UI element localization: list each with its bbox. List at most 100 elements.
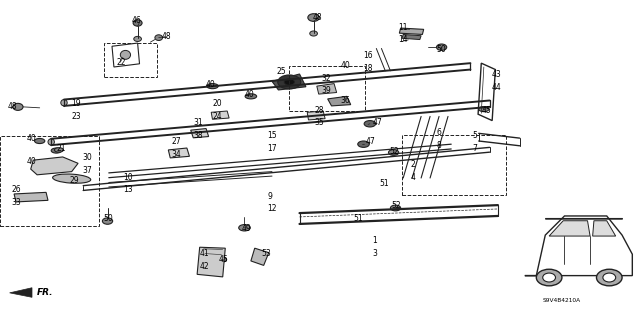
Bar [0,136,99,226]
Text: 33: 33 [12,198,21,207]
Text: 50: 50 [436,45,446,54]
Text: 34: 34 [172,150,181,159]
Ellipse shape [596,269,622,286]
Text: 51: 51 [353,214,363,223]
Text: 26: 26 [12,185,21,194]
Text: 15: 15 [268,131,277,140]
Ellipse shape [134,36,141,41]
Text: 48: 48 [8,102,17,111]
Polygon shape [328,96,351,106]
Text: 11: 11 [398,23,408,32]
Text: 45: 45 [219,256,228,264]
Text: 16: 16 [364,51,373,60]
Ellipse shape [536,269,562,286]
Text: 23: 23 [72,112,81,121]
Ellipse shape [364,121,376,127]
Text: 48: 48 [312,13,322,22]
Text: 10: 10 [123,173,132,182]
Text: 25: 25 [276,67,286,76]
Text: 12: 12 [268,204,277,213]
Text: 40: 40 [27,157,36,166]
Text: 43: 43 [492,70,501,79]
Ellipse shape [13,103,23,110]
Text: 1: 1 [372,236,377,245]
Text: 29: 29 [69,176,79,185]
Text: 53: 53 [261,249,271,258]
Ellipse shape [308,14,319,21]
Ellipse shape [388,150,399,155]
Polygon shape [211,111,229,119]
Text: 28: 28 [315,106,324,115]
Ellipse shape [216,257,227,262]
Text: 40: 40 [206,80,216,89]
Text: 3: 3 [372,249,378,258]
Text: 5: 5 [472,131,477,140]
Ellipse shape [207,84,218,89]
Bar [104,43,157,77]
Text: 13: 13 [123,185,132,194]
Ellipse shape [155,35,163,41]
Text: 17: 17 [268,144,277,153]
Ellipse shape [35,138,45,144]
Text: 2: 2 [411,160,415,169]
Text: 40: 40 [27,134,36,143]
Polygon shape [31,157,78,175]
Ellipse shape [278,75,301,89]
Ellipse shape [543,273,556,282]
Text: 19: 19 [72,99,81,108]
Text: 27: 27 [172,137,181,146]
Text: 44: 44 [492,83,501,92]
Polygon shape [317,84,337,94]
Ellipse shape [51,148,61,153]
Polygon shape [197,247,225,277]
Polygon shape [307,111,325,120]
Text: 47: 47 [366,137,376,146]
Text: 8: 8 [436,141,441,150]
Ellipse shape [358,141,369,147]
Polygon shape [593,221,616,236]
Text: 6: 6 [436,128,442,137]
Polygon shape [402,34,421,40]
Text: S9V4B4210A: S9V4B4210A [543,298,581,303]
Text: 9: 9 [268,192,273,201]
Ellipse shape [603,273,616,282]
Text: 4: 4 [411,173,416,182]
Text: 32: 32 [321,74,331,83]
Text: 46: 46 [131,16,141,25]
Text: 40: 40 [244,90,254,99]
Text: 52: 52 [389,147,399,156]
Text: 24: 24 [212,112,222,121]
Polygon shape [191,129,209,138]
Ellipse shape [284,79,294,85]
Text: 50: 50 [104,214,113,223]
Text: 45: 45 [481,106,491,115]
Polygon shape [549,221,590,236]
Text: 30: 30 [82,153,92,162]
Text: 37: 37 [82,166,92,175]
Polygon shape [478,63,495,121]
Text: 42: 42 [200,262,209,271]
Polygon shape [272,74,306,90]
Text: 47: 47 [372,118,382,127]
Text: 40: 40 [340,61,350,70]
Ellipse shape [310,31,317,36]
Ellipse shape [239,225,250,231]
Ellipse shape [120,50,131,59]
Ellipse shape [52,174,91,183]
Text: 38: 38 [193,131,203,140]
Ellipse shape [245,94,257,99]
Ellipse shape [390,205,401,211]
Text: 41: 41 [200,249,209,258]
Polygon shape [525,216,632,276]
Ellipse shape [61,100,67,106]
Polygon shape [10,288,32,297]
Text: 22: 22 [116,58,126,67]
Polygon shape [399,28,424,34]
Polygon shape [112,43,140,67]
Text: 21: 21 [56,144,66,153]
Text: FR.: FR. [37,288,54,297]
Text: 31: 31 [193,118,203,127]
Polygon shape [168,148,189,158]
Text: 35: 35 [315,118,324,127]
Text: 18: 18 [364,64,373,73]
